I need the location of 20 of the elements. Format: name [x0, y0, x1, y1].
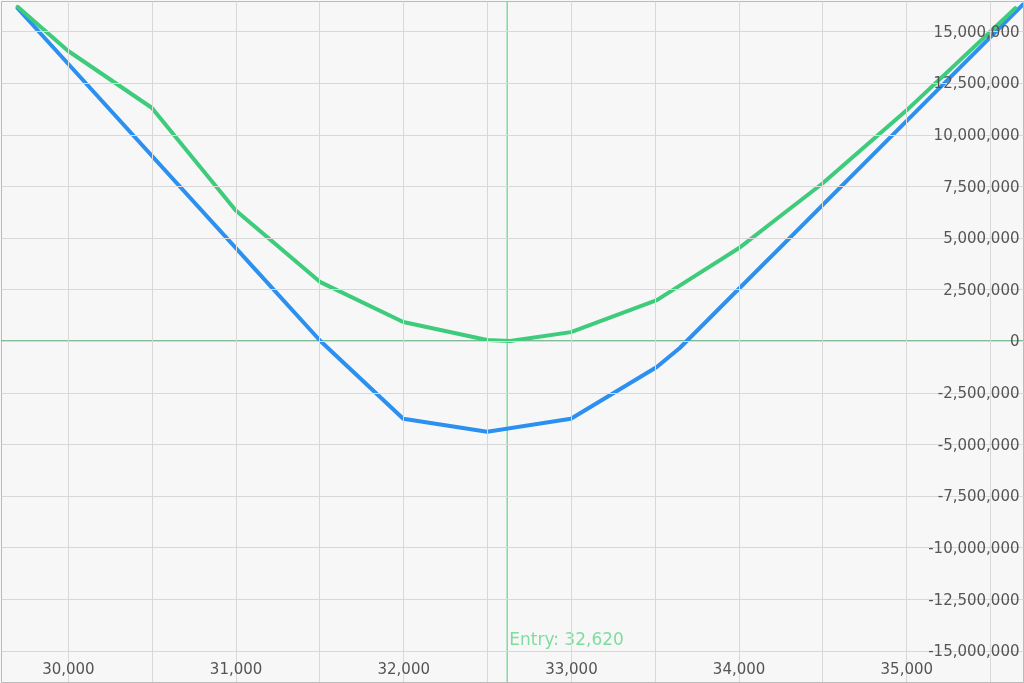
x-tick-label: 32,000: [377, 659, 431, 678]
y-tick-label: -10,000,000: [928, 538, 1020, 557]
y-tick-label: -15,000,000: [928, 642, 1020, 661]
x-tick-label: 35,000: [880, 659, 934, 678]
y-tick-label: 10,000,000: [933, 126, 1020, 145]
y-tick-label: -7,500,000: [937, 487, 1020, 506]
y-tick-label: 5,000,000: [943, 229, 1020, 248]
x-tick-label: 33,000: [545, 659, 598, 678]
y-tick-label: -5,000,000: [937, 435, 1020, 454]
x-tick-label: 31,000: [209, 659, 263, 678]
y-tick-label: 12,500,000: [933, 74, 1020, 93]
y-tick-label: 7,500,000: [943, 177, 1020, 196]
y-tick-label: -12,500,000: [928, 590, 1020, 609]
x-tick-label: 34,000: [712, 659, 766, 678]
x-tick-label: 30,000: [42, 659, 95, 678]
y-tick-label: 15,000,000: [933, 22, 1020, 41]
ref-line-label: Entry: 32,620: [509, 629, 624, 649]
y-tick-label: -2,500,000: [937, 384, 1020, 403]
y-tick-label: 2,500,000: [943, 280, 1020, 299]
line-series: [15, 2, 1023, 434]
